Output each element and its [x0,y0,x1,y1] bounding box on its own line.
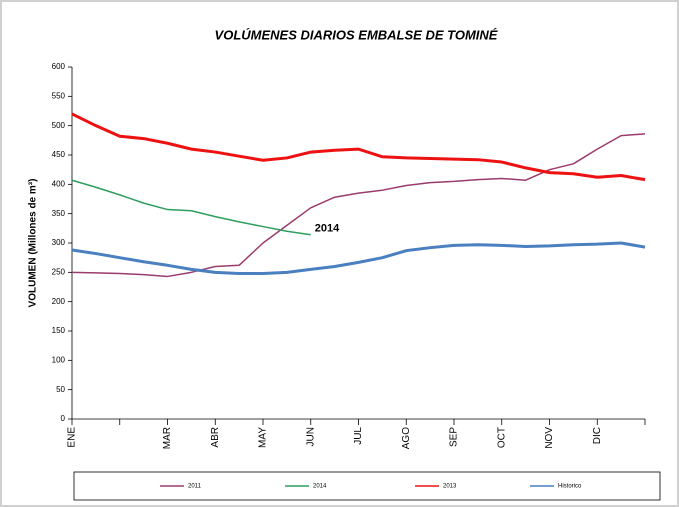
x-tick-label: AGO [401,427,412,449]
legend-label: 2013 [443,484,457,490]
y-tick-label: 450 [52,150,66,159]
y-tick-label: 550 [52,91,66,100]
x-tick-label: MAY [258,427,269,448]
y-tick-label: 100 [52,355,66,364]
legend-label: 2014 [313,484,327,490]
y-tick-label: 150 [52,326,66,335]
y-tick-label: 250 [52,267,66,276]
legend-label: Historico [558,484,582,490]
legend-label: 2011 [188,484,202,490]
x-tick-label: SEP [449,427,460,447]
y-tick-label: 350 [52,209,66,218]
x-tick-label: NOV [544,427,555,449]
series-line [71,133,646,278]
x-tick-label: JUN [305,427,316,446]
y-tick-label: 0 [61,414,66,423]
y-tick-label: 600 [52,62,66,71]
x-tick-label: OCT [496,427,507,448]
x-tick-label: DIC [592,427,603,444]
series-line [71,241,646,276]
x-tick-label: ENE [67,427,78,448]
chart-title: VOLÚMENES DIARIOS EMBALSE DE TOMINÉ [215,27,498,42]
annotation: 2014 [315,223,340,235]
y-tick-label: 50 [56,385,65,394]
x-tick-label: MAR [162,427,173,449]
y-axis-title: VOLUMEN (Millones de m³) [28,179,39,308]
y-tick-label: 300 [52,238,66,247]
series-line [71,179,311,236]
y-tick-label: 400 [52,179,66,188]
y-tick-label: 200 [52,297,66,306]
x-tick-label: JUL [353,427,364,445]
legend-box [73,471,661,501]
x-tick-label: ABR [210,427,221,448]
series-line [71,112,646,182]
y-tick-label: 500 [52,121,66,130]
